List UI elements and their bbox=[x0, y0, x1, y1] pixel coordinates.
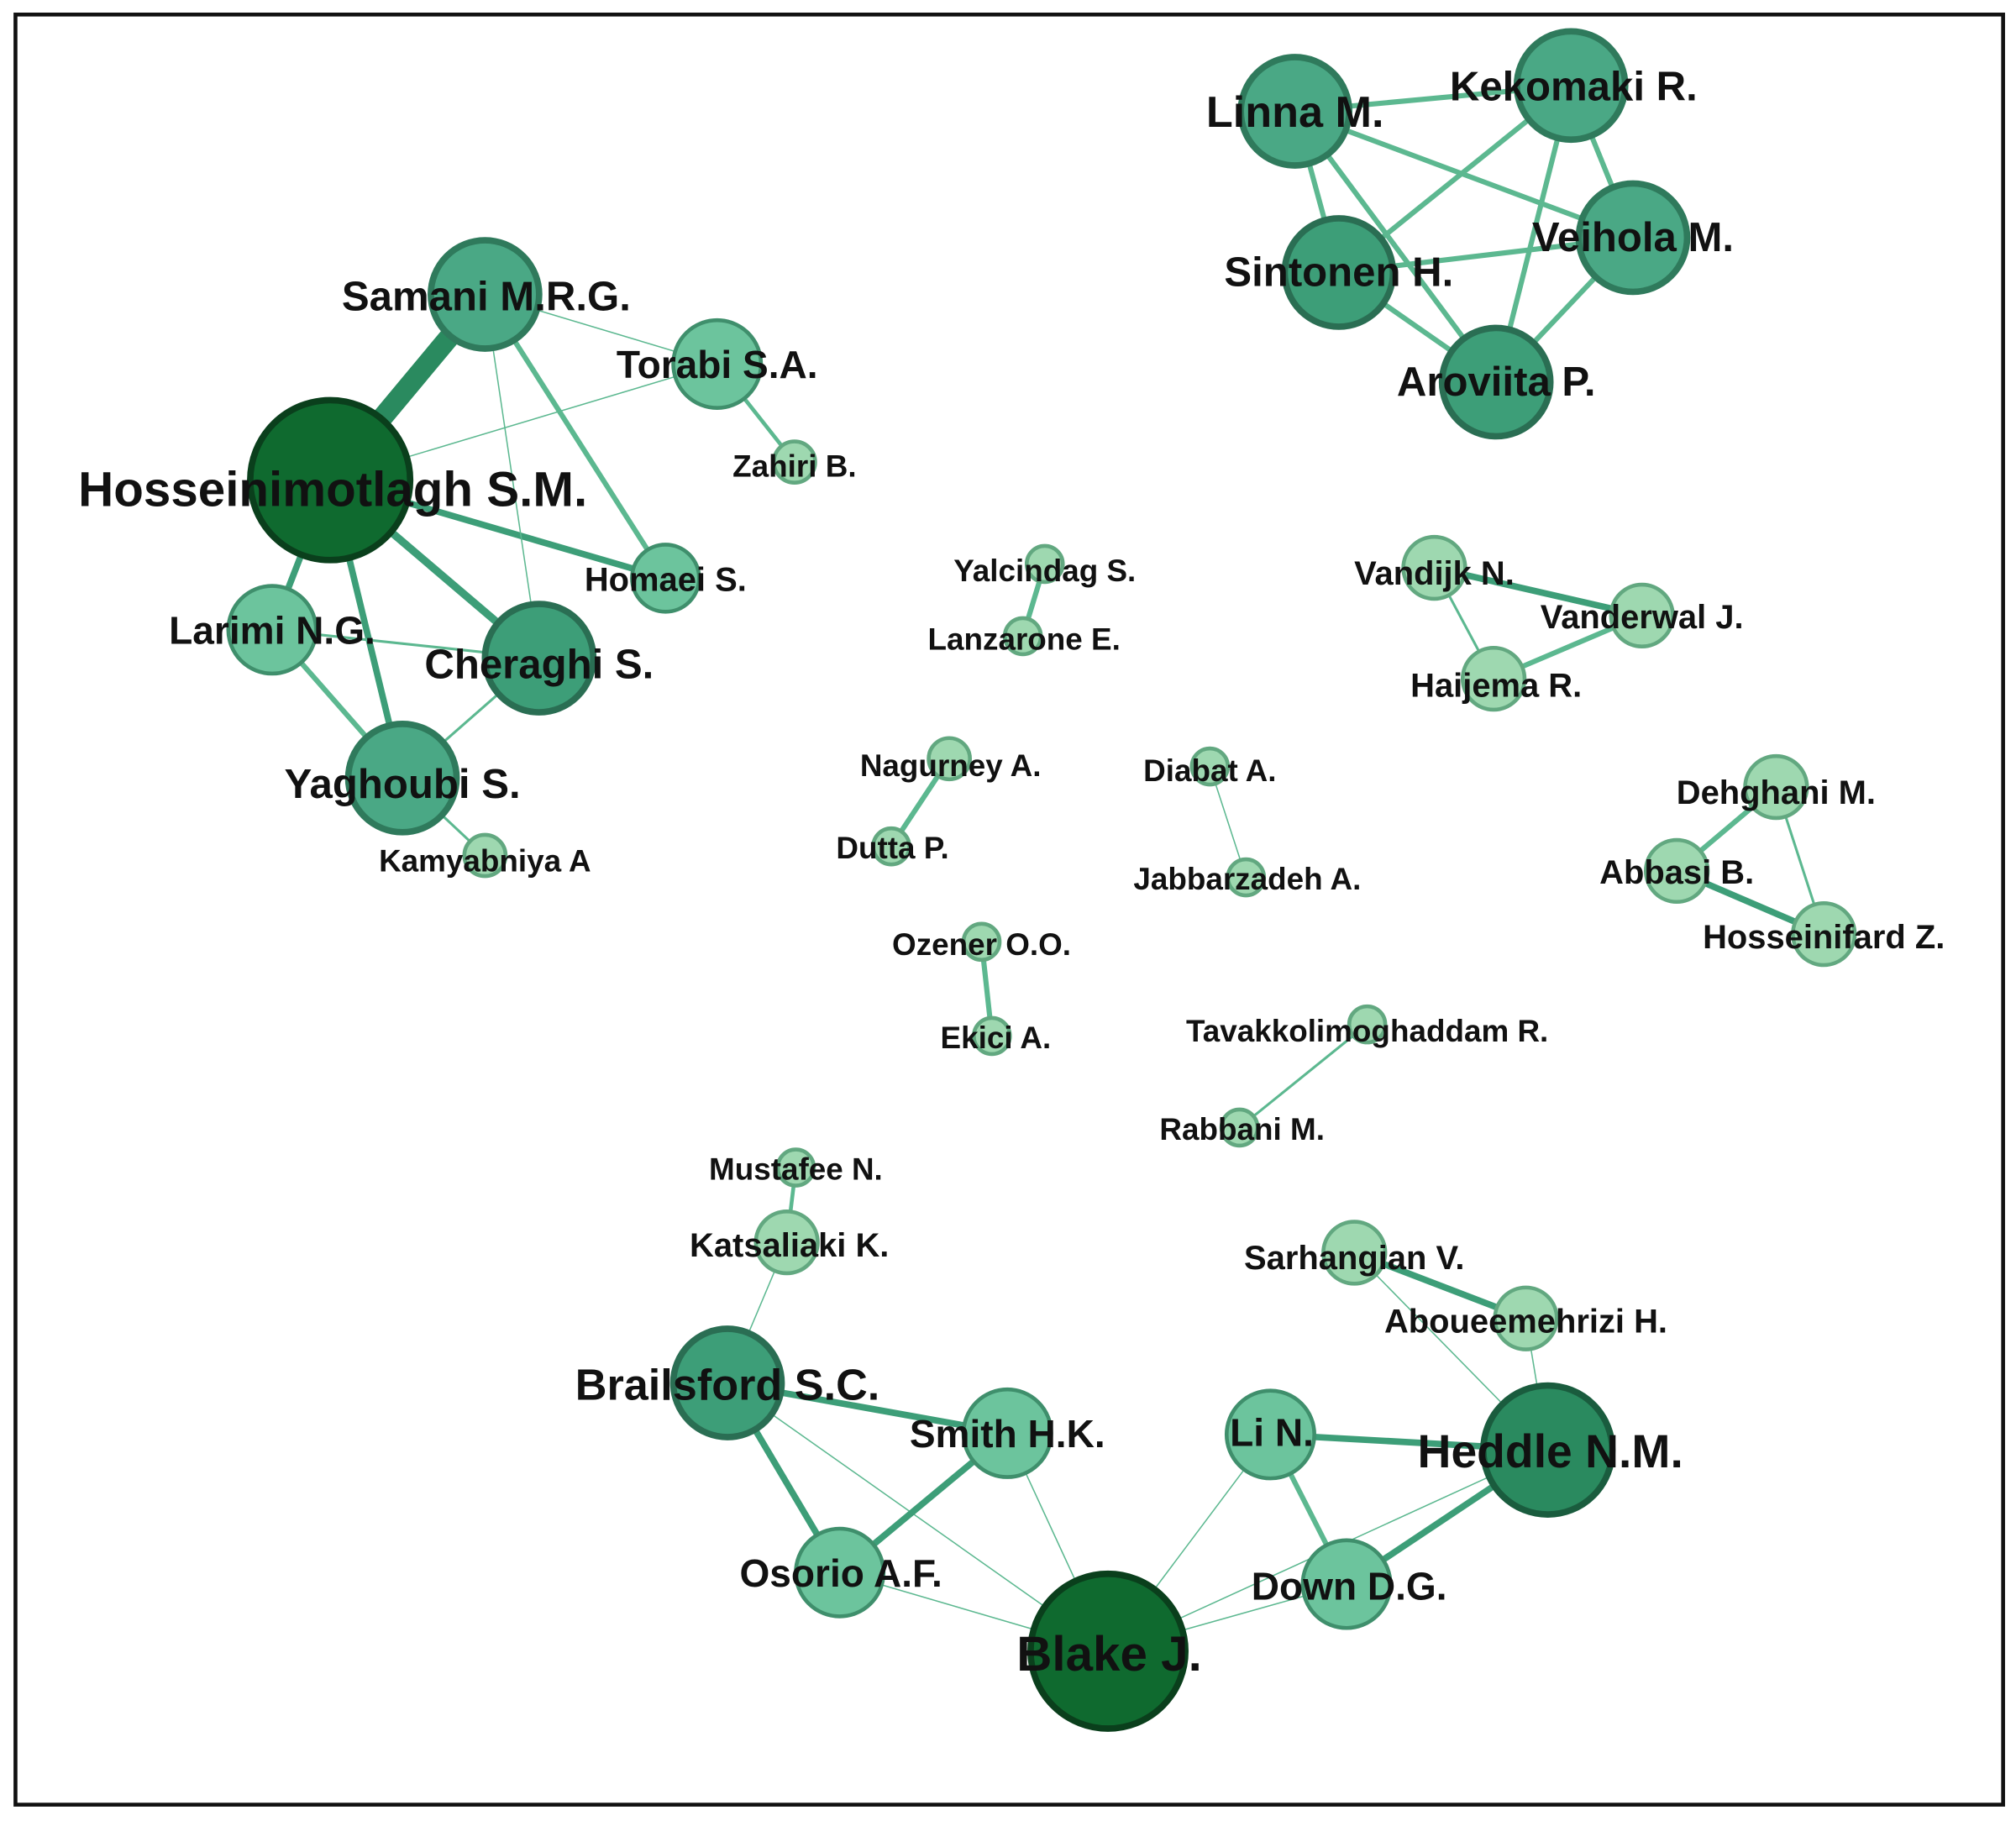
node bbox=[927, 736, 973, 782]
node bbox=[1024, 543, 1065, 585]
node bbox=[671, 317, 764, 410]
node-label: Mustafee N. bbox=[709, 1152, 883, 1186]
edge bbox=[484, 293, 540, 659]
node-label: Diabat A. bbox=[1143, 753, 1276, 788]
node bbox=[1438, 324, 1554, 440]
node bbox=[1479, 1382, 1616, 1518]
node-label: Hosseinimotlagh S.M. bbox=[78, 462, 587, 517]
node-label: Samani M.R.G. bbox=[342, 275, 631, 320]
node-label: Vanderwal J. bbox=[1541, 599, 1744, 636]
node-label: Aboueemehrizi H. bbox=[1384, 1303, 1667, 1340]
node bbox=[1644, 837, 1710, 905]
node-label: Lanzarone E. bbox=[928, 622, 1121, 656]
node bbox=[1002, 616, 1043, 657]
node-label: Abbasi B. bbox=[1599, 854, 1754, 891]
node-label: Linna M. bbox=[1206, 88, 1384, 137]
node-label: Dehghani M. bbox=[1677, 774, 1876, 811]
node-label: Hosseinifard Z. bbox=[1703, 919, 1945, 956]
node-label: Veihola M. bbox=[1532, 215, 1734, 260]
node-label: Li N. bbox=[1230, 1411, 1314, 1455]
node bbox=[1281, 215, 1397, 330]
node bbox=[630, 543, 701, 614]
node bbox=[481, 601, 597, 716]
frame bbox=[13, 13, 2005, 1807]
node bbox=[344, 721, 460, 836]
node-label: Tavakkolimoghaddam R. bbox=[1186, 1014, 1548, 1048]
node-label: Blake J. bbox=[1016, 1627, 1202, 1682]
node bbox=[1027, 1570, 1189, 1732]
node-label: Homaei S. bbox=[585, 561, 747, 598]
node bbox=[961, 1387, 1053, 1479]
node-label: Larimi N.G. bbox=[169, 609, 375, 653]
node bbox=[462, 832, 508, 879]
node-label: Sarhangian V. bbox=[1244, 1240, 1464, 1277]
node-label: Kamyabniya A bbox=[379, 843, 591, 878]
node-label: Zahiri B. bbox=[732, 449, 856, 484]
node bbox=[772, 439, 817, 485]
node-label: Ozener O.O. bbox=[892, 927, 1071, 962]
node-label: Brailsford S.C. bbox=[575, 1361, 879, 1409]
node bbox=[794, 1526, 886, 1619]
node bbox=[1513, 28, 1629, 144]
node-label: Down D.G. bbox=[1252, 1564, 1447, 1608]
node-label: Sintonen H. bbox=[1224, 249, 1453, 295]
node-label: Vandijk N. bbox=[1354, 555, 1515, 592]
node-label: Aroviita P. bbox=[1397, 359, 1596, 405]
node bbox=[1300, 1538, 1393, 1630]
node bbox=[1321, 1220, 1388, 1286]
edge bbox=[1238, 1023, 1369, 1130]
node bbox=[669, 1325, 785, 1440]
node bbox=[428, 237, 543, 352]
node-label: Nagurney A. bbox=[860, 748, 1042, 783]
node bbox=[1460, 645, 1527, 712]
node bbox=[1609, 582, 1675, 649]
node-label: Yaghoubi S. bbox=[285, 762, 521, 807]
node-label: Ekici A. bbox=[941, 1021, 1052, 1055]
node bbox=[1791, 900, 1857, 968]
node-label: Katsaliaki K. bbox=[690, 1227, 889, 1264]
node bbox=[972, 1015, 1012, 1057]
node-label: Osorio A.F. bbox=[739, 1551, 942, 1595]
node-label: Cheraghi S. bbox=[424, 642, 654, 687]
node-label: Yalcindag S. bbox=[953, 554, 1136, 588]
node bbox=[775, 1147, 816, 1188]
node bbox=[961, 921, 1002, 963]
node-label: Kekomaki R. bbox=[1450, 64, 1698, 109]
node bbox=[1743, 753, 1809, 821]
node bbox=[226, 584, 318, 676]
node bbox=[1219, 1107, 1260, 1148]
node bbox=[1401, 534, 1467, 601]
node bbox=[753, 1209, 820, 1276]
node-label: Rabbani M. bbox=[1159, 1112, 1325, 1146]
node-label: Jabbarzadeh A. bbox=[1133, 862, 1361, 896]
node bbox=[871, 826, 911, 867]
node bbox=[1575, 180, 1691, 296]
node bbox=[1224, 1388, 1316, 1481]
edge bbox=[1431, 564, 1646, 619]
node-label: Smith H.K. bbox=[910, 1412, 1105, 1456]
node bbox=[247, 396, 414, 564]
node bbox=[1493, 1285, 1559, 1351]
node bbox=[1347, 1004, 1388, 1045]
node-label: Heddle N.M. bbox=[1418, 1425, 1683, 1477]
node-label: Torabi S.A. bbox=[617, 343, 818, 386]
node bbox=[1226, 857, 1267, 898]
node-label: Haijema R. bbox=[1410, 667, 1582, 704]
nodes: Hosseinimotlagh S.M. Samani M.R.G. Torabi … bbox=[78, 28, 1945, 1732]
node-label: Dutta P. bbox=[836, 831, 948, 865]
node bbox=[1237, 54, 1352, 169]
node bbox=[1189, 746, 1231, 787]
